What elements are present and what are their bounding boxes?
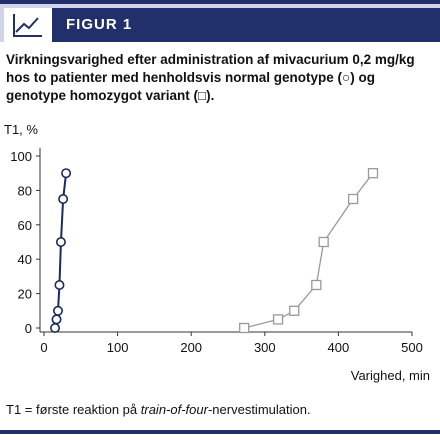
x-axis-label: Varighed, min (351, 368, 430, 383)
x-tick-label: 500 (401, 340, 423, 355)
chart-axes: 0 20 40 60 80 100 0 100 200 300 400 500 (10, 148, 423, 355)
footnote-suffix: -nervestimulation. (207, 402, 311, 417)
data-point-circle (61, 168, 72, 179)
data-point-square (272, 314, 284, 325)
line-chart-icon (4, 8, 52, 42)
y-tick-label: 80 (18, 183, 32, 198)
data-point-square (289, 305, 300, 316)
figure-label: FIGUR 1 (52, 8, 440, 42)
series-2 (239, 168, 379, 334)
y-axis-label: T1, % (4, 122, 38, 137)
data-point-circle (52, 305, 63, 316)
data-point-square (318, 236, 329, 248)
data-point-circle (58, 194, 69, 205)
y-tick-label: 0 (25, 321, 32, 336)
data-point-circle (51, 314, 62, 325)
chart-series (50, 168, 379, 334)
footnote-prefix: T1 = første reaktion på (6, 402, 141, 417)
data-point-square (239, 322, 250, 334)
figure-caption: Virkningsvarighed efter administration a… (6, 52, 415, 103)
data-point-circle (50, 323, 61, 334)
y-tick-label: 100 (10, 149, 32, 164)
bottom-rule (0, 430, 440, 434)
x-tick-label: 200 (180, 340, 202, 355)
data-point-circle (55, 237, 66, 248)
figure-header: FIGUR 1 (0, 0, 440, 42)
series-1 (50, 168, 72, 334)
x-tick-label: 100 (107, 340, 129, 355)
data-point-square (367, 168, 379, 179)
x-tick-label: 300 (254, 340, 276, 355)
y-tick-label: 20 (18, 287, 32, 302)
x-tick-label: 400 (328, 340, 350, 355)
y-tick-label: 60 (18, 218, 32, 233)
footnote: T1 = første reaktion på train-of-four-ne… (6, 402, 311, 417)
data-point-circle (54, 280, 65, 291)
data-point-square (311, 279, 322, 291)
y-tick-label: 40 (18, 252, 32, 267)
data-point-square (347, 193, 359, 205)
footnote-italic: train-of-four (140, 402, 208, 417)
x-tick-label: 0 (40, 340, 47, 355)
chart: 0 20 40 60 80 100 0 100 200 300 400 500 Varighed, m… (10, 148, 430, 383)
